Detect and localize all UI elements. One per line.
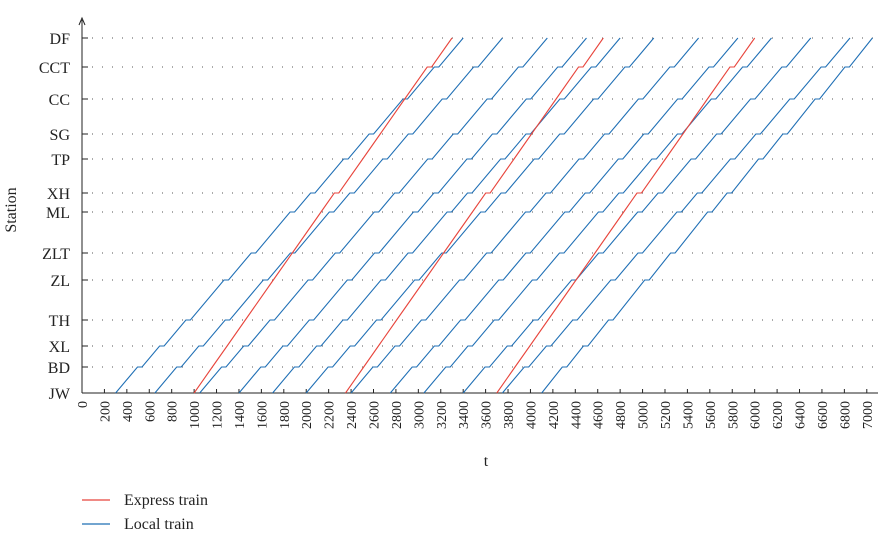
x-tick-label-2800: 2800 — [390, 401, 405, 429]
x-tick-label-2000: 2000 — [300, 401, 315, 429]
local-train-line-7 — [350, 37, 700, 394]
station-label-cct: CCT — [39, 60, 70, 77]
x-tick-label-600: 600 — [143, 401, 158, 422]
express-train-line-3 — [496, 37, 756, 394]
express-train-line-1 — [193, 37, 453, 394]
x-tick-label-3200: 3200 — [435, 401, 450, 429]
station-label-df: DF — [50, 31, 71, 48]
x-tick-label-6800: 6800 — [838, 401, 853, 429]
station-label-sg: SG — [50, 127, 71, 144]
local-train-line-9 — [423, 37, 772, 394]
local-train-line-4 — [238, 37, 587, 394]
local-train-line-3 — [199, 37, 548, 394]
station-label-jw: JW — [49, 386, 71, 403]
x-tick-label-4400: 4400 — [569, 401, 584, 429]
station-label-th: TH — [49, 313, 71, 330]
express-train-line-2 — [345, 37, 604, 394]
local-train-line-6 — [305, 37, 655, 394]
x-tick-label-6200: 6200 — [771, 401, 786, 429]
x-tick-label-1200: 1200 — [211, 401, 226, 429]
x-tick-label-0: 0 — [76, 401, 91, 408]
x-tick-label-4600: 4600 — [592, 401, 607, 429]
x-tick-label-2600: 2600 — [367, 401, 382, 429]
x-tick-label-5000: 5000 — [637, 401, 652, 429]
station-label-bd: BD — [48, 360, 70, 377]
y-axis — [78, 16, 88, 394]
y-axis-title: Station — [3, 187, 20, 232]
station-label-xl: XL — [49, 339, 70, 356]
local-train-line-5 — [272, 37, 621, 394]
local-train-line-12 — [541, 37, 873, 394]
x-tick-label-1800: 1800 — [278, 401, 293, 429]
x-axis: 0 200 400 600 800 1000 1200 1400 1600 1800 2000 220… — [76, 389, 878, 429]
x-axis-title: t — [484, 453, 489, 470]
x-tick-label-3000: 3000 — [412, 401, 427, 429]
legend-express-label: Express train — [124, 492, 208, 509]
station-label-zl: ZL — [50, 273, 70, 290]
x-tick-label-1600: 1600 — [255, 401, 270, 429]
x-tick-label-4800: 4800 — [614, 401, 629, 429]
local-train-line-1 — [115, 37, 464, 394]
x-tick-label-3600: 3600 — [480, 401, 495, 429]
x-tick-label-7000: 7000 — [861, 401, 876, 429]
x-tick-label-5800: 5800 — [726, 401, 741, 429]
x-tick-label-4200: 4200 — [547, 401, 562, 429]
x-tick-label-400: 400 — [121, 401, 136, 422]
x-tick-label-5600: 5600 — [704, 401, 719, 429]
x-tick-label-800: 800 — [166, 401, 181, 422]
x-tick-label-1400: 1400 — [233, 401, 248, 429]
train-lines — [115, 37, 873, 394]
grid-lines — [82, 37, 878, 368]
local-train-line-11 — [501, 37, 851, 394]
x-tick-label-4000: 4000 — [524, 401, 539, 429]
x-tick-label-6000: 6000 — [749, 401, 764, 429]
local-train-line-10 — [462, 37, 812, 394]
station-label-zlt: ZLT — [42, 246, 70, 263]
x-tick-label-3800: 3800 — [502, 401, 517, 429]
x-tick-label-3400: 3400 — [457, 401, 472, 429]
station-label-ml: ML — [46, 205, 70, 222]
station-label-tp: TP — [51, 152, 70, 169]
station-labels: JW BD XL TH ZL ZLT ML XH TP SG CC CCT DF — [39, 31, 71, 403]
x-tick-label-6600: 6600 — [816, 401, 831, 429]
local-train-line-8 — [389, 37, 739, 394]
x-tick-label-5400: 5400 — [681, 401, 696, 429]
station-label-xh: XH — [47, 186, 71, 203]
station-label-cc: CC — [49, 92, 70, 109]
legend: Express train Local train — [82, 492, 208, 533]
x-tick-label-1000: 1000 — [188, 401, 203, 429]
local-train-line-2 — [154, 37, 503, 394]
x-tick-label-2200: 2200 — [323, 401, 338, 429]
x-tick-label-5200: 5200 — [659, 401, 674, 429]
y-axis-arrow — [78, 16, 86, 26]
x-tick-label-200: 200 — [98, 401, 113, 422]
x-tick-label-6400: 6400 — [794, 401, 809, 429]
x-tick-label-2400: 2400 — [345, 401, 360, 429]
legend-local-label: Local train — [124, 516, 194, 533]
